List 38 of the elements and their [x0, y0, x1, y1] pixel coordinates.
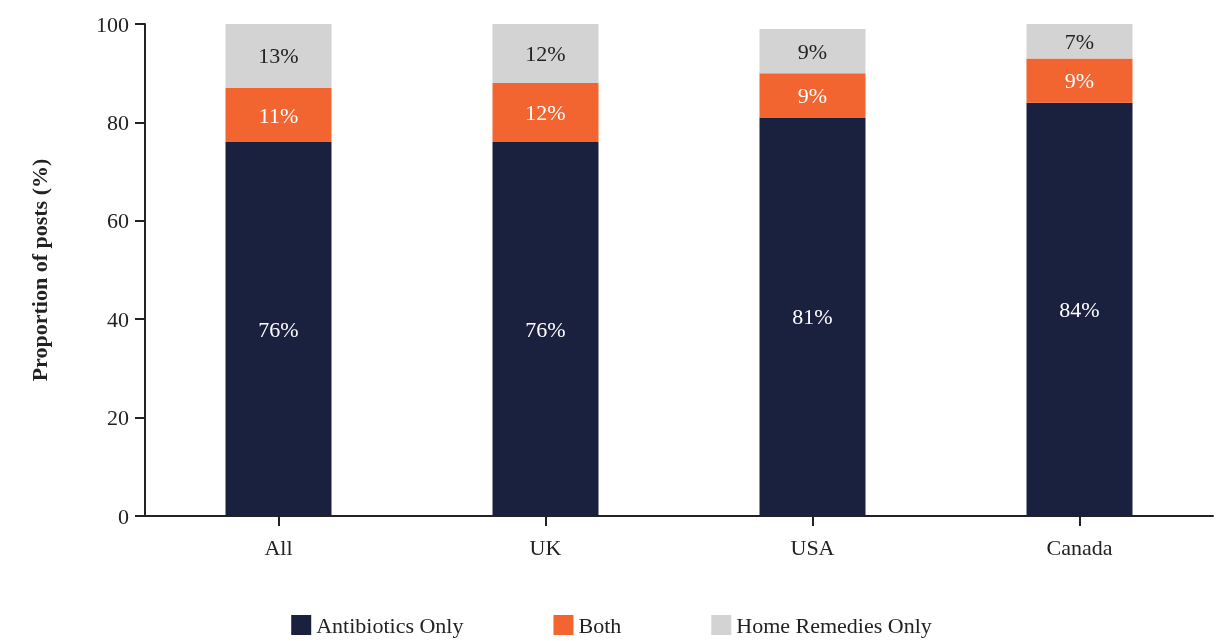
bar [225, 142, 332, 516]
y-tick-label: 40 [107, 306, 129, 332]
data-label: 9% [797, 38, 828, 64]
legend-label: Home Remedies Only [736, 612, 932, 638]
x-tick-label: Canada [1046, 534, 1113, 560]
legend-label: Antibiotics Only [316, 612, 464, 638]
bar [492, 142, 599, 516]
y-axis-title: Proportion of posts (%) [26, 158, 52, 382]
x-tick-label: UK [529, 534, 562, 560]
bar [759, 28, 866, 74]
data-label: 9% [1064, 68, 1095, 94]
legend-label: Both [578, 612, 622, 638]
y-tick-label: 0 [118, 503, 129, 529]
x-tick-label: All [264, 534, 293, 560]
x-tick-label: USA [790, 534, 835, 560]
data-label: 7% [1064, 28, 1095, 54]
bar [759, 117, 866, 516]
data-label: 84% [1059, 296, 1100, 322]
data-label: 76% [258, 316, 299, 342]
data-label: 13% [258, 43, 299, 69]
bar [759, 73, 866, 118]
data-label: 11% [258, 102, 299, 128]
bar [492, 83, 599, 143]
bar [225, 24, 332, 88]
data-label: 12% [525, 100, 566, 126]
data-label: 9% [797, 82, 828, 108]
data-label: 76% [525, 316, 566, 342]
data-label: 12% [525, 41, 566, 67]
y-tick-label: 60 [107, 208, 129, 234]
y-tick-label: 20 [107, 405, 129, 431]
data-label: 81% [792, 304, 833, 330]
bar [225, 87, 332, 143]
bar [1026, 24, 1133, 59]
y-tick-label: 80 [107, 109, 129, 135]
bar [492, 24, 599, 84]
bar [1026, 102, 1133, 516]
bar [1026, 58, 1133, 103]
y-tick-label: 100 [96, 11, 129, 37]
